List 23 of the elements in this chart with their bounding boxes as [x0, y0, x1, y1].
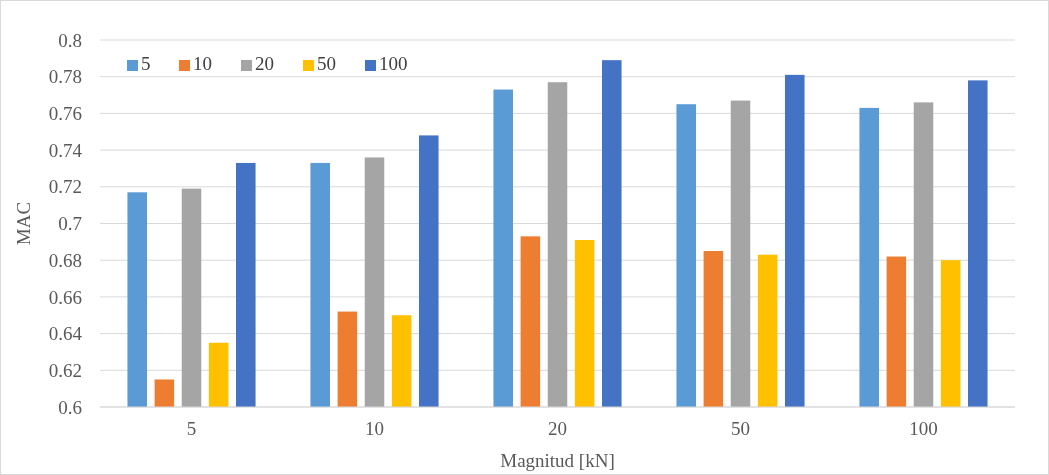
legend-label: 50 — [317, 53, 336, 74]
x-tick-label: 100 — [909, 418, 938, 439]
y-tick-label: 0.62 — [48, 359, 82, 381]
y-tick-label: 0.64 — [48, 323, 83, 345]
y-tick-label: 0.68 — [48, 249, 82, 271]
y-tick-label: 0.66 — [48, 286, 82, 308]
x-tick-label: 20 — [548, 418, 567, 439]
y-tick-label: 0.6 — [58, 396, 82, 418]
legend-label: 100 — [379, 53, 408, 74]
legend-label: 10 — [193, 53, 212, 74]
x-axis-title: Magnitud [kN] — [500, 450, 615, 471]
legend-label: 20 — [255, 53, 274, 74]
y-tick-label: 0.72 — [48, 176, 82, 198]
y-tick-label: 0.7 — [58, 213, 82, 235]
legend-label: 5 — [141, 53, 151, 74]
y-axis-title: MAC — [13, 201, 34, 246]
x-tick-label: 5 — [186, 418, 197, 439]
y-tick-label: 0.78 — [48, 66, 82, 88]
x-tick-label: 10 — [365, 418, 384, 439]
x-tick-label: 50 — [731, 418, 750, 439]
y-tick-label: 0.76 — [48, 103, 82, 125]
y-tick-label: 0.74 — [48, 139, 83, 161]
y-tick-label: 0.8 — [58, 29, 82, 51]
